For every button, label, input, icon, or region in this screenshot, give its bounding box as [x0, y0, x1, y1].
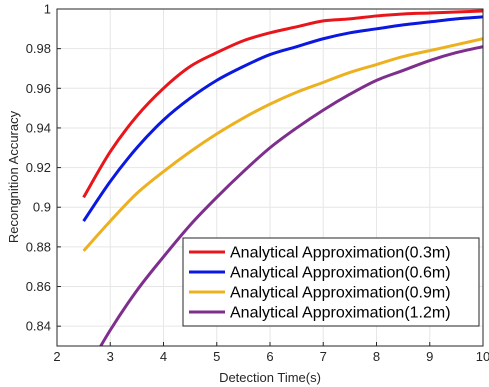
legend: Analytical Approximation(0.3m) Analytical…	[182, 237, 480, 327]
x-tick-label: 8	[373, 349, 380, 364]
y-tick-label: 0.9	[33, 200, 51, 215]
tick-group: 2 3 4 5 6 7 8 9 10 0.84 0.86 0.88 0.9 0.92 0.94 0.96 0.9…	[26, 2, 489, 365]
legend-box	[182, 237, 480, 327]
legend-label: Analytical Approximation(1.2m)	[230, 305, 451, 322]
y-tick-label: 0.84	[26, 319, 51, 334]
legend-label: Analytical Approximation(0.6m)	[230, 265, 451, 282]
y-tick-label: 0.94	[26, 120, 51, 135]
legend-label: Analytical Approximation(0.9m)	[230, 285, 451, 302]
series-line-4	[99, 45, 483, 346]
y-tick-label: 0.96	[26, 81, 51, 96]
y-tick-label: 0.88	[26, 239, 51, 254]
y-tick-label: 1	[44, 2, 51, 17]
legend-label: Analytical Approximation(0.3m)	[230, 245, 451, 262]
y-tick-label: 0.86	[26, 279, 51, 294]
x-tick-label: 6	[266, 349, 273, 364]
x-tick-label: 2	[53, 349, 60, 364]
y-tick-label: 0.98	[26, 41, 51, 56]
y-tick-label: 0.92	[26, 160, 51, 175]
x-tick-label: 9	[426, 349, 433, 364]
x-tick-label: 7	[320, 349, 327, 364]
series-line-3	[82, 37, 483, 252]
x-tick-label: 3	[107, 349, 114, 364]
series-group	[82, 9, 483, 346]
x-tick-label: 5	[213, 349, 220, 364]
x-axis-label: Detection Time(s)	[219, 370, 321, 385]
series-line-1	[82, 9, 483, 199]
x-tick-label: 10	[476, 349, 489, 364]
x-tick-label: 4	[160, 349, 167, 364]
y-axis-label: Recongnition Accuracy	[6, 110, 21, 243]
series-line-2	[82, 15, 483, 222]
